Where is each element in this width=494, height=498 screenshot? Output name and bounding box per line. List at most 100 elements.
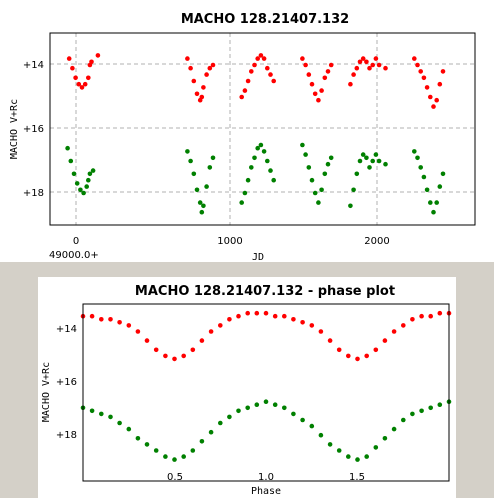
x-tick-label: 0.5 <box>167 472 183 483</box>
data-point <box>309 323 315 328</box>
data-point <box>108 414 113 420</box>
data-point <box>336 448 342 453</box>
data-point <box>163 353 168 359</box>
data-point <box>236 313 241 319</box>
data-point <box>328 155 334 161</box>
data-point <box>210 62 216 68</box>
data-point <box>265 158 270 164</box>
data-point <box>89 313 95 319</box>
data-point <box>194 187 200 193</box>
data-point <box>309 177 315 183</box>
data-point <box>199 94 205 100</box>
data-point <box>428 313 434 319</box>
y-axis-label: MACHO V+Rc <box>9 99 20 159</box>
data-point <box>201 85 206 90</box>
data-point <box>239 94 244 100</box>
data-point <box>382 338 388 343</box>
data-point <box>300 417 305 423</box>
data-point <box>258 53 264 58</box>
data-point <box>135 436 141 441</box>
data-point <box>300 142 305 148</box>
data-point <box>99 317 104 322</box>
data-point <box>303 152 308 157</box>
data-point <box>135 329 141 334</box>
data-point <box>322 75 328 81</box>
data-point <box>354 65 360 71</box>
data-point <box>190 448 196 453</box>
data-point <box>218 323 223 328</box>
data-point <box>199 338 205 343</box>
data-point <box>245 405 250 411</box>
data-point <box>354 171 360 177</box>
data-point <box>357 158 363 164</box>
data-point <box>312 91 318 97</box>
data-point <box>252 62 257 68</box>
data-point <box>309 423 315 429</box>
data-point <box>245 310 250 316</box>
data-point <box>415 62 420 68</box>
data-point <box>194 91 200 97</box>
data-point <box>346 454 351 459</box>
data-point <box>252 155 257 161</box>
data-point <box>424 187 430 193</box>
data-point <box>306 165 312 170</box>
data-point <box>383 65 388 71</box>
data-point <box>207 65 213 71</box>
data-point <box>268 72 273 77</box>
data-point <box>434 97 440 103</box>
data-point <box>415 155 420 161</box>
data-point <box>367 65 372 71</box>
data-point <box>227 317 232 322</box>
data-point <box>242 190 248 196</box>
data-point <box>126 426 132 432</box>
data-point <box>370 158 376 164</box>
data-point <box>153 448 159 453</box>
chart-title: MACHO 128.21407.132 <box>181 12 349 27</box>
data-point <box>424 85 430 90</box>
light-curve-chart: MACHO 128.21407.132 +14 +16 +18 0 1000 2… <box>9 12 476 263</box>
x-offset-label: 49000.0+ <box>49 250 99 261</box>
data-point <box>74 181 80 186</box>
data-point <box>172 356 177 362</box>
data-point <box>81 190 86 196</box>
data-point <box>271 177 277 183</box>
data-point <box>357 59 363 65</box>
data-point <box>68 158 74 164</box>
data-point <box>428 94 433 100</box>
data-point <box>391 329 397 334</box>
x-tick-label: 0 <box>73 236 79 247</box>
data-point <box>272 402 278 407</box>
data-point <box>327 338 333 343</box>
data-point <box>303 62 308 68</box>
data-point <box>410 317 415 322</box>
data-point <box>325 69 331 74</box>
data-point <box>86 177 91 183</box>
data-point <box>204 72 209 77</box>
data-point <box>410 411 415 417</box>
data-point <box>73 75 78 81</box>
y-ticks: +14 +16 +18 <box>23 60 44 199</box>
data-point <box>437 402 443 407</box>
data-point <box>268 168 273 173</box>
data-point <box>336 347 342 353</box>
data-point <box>364 155 369 161</box>
data-point <box>319 88 324 93</box>
data-point <box>261 149 267 154</box>
x-tick-label: 2000 <box>364 236 389 247</box>
y-tick-label: +18 <box>23 188 44 199</box>
data-point <box>373 152 379 157</box>
data-point <box>291 411 296 417</box>
data-point <box>227 414 232 420</box>
data-point <box>373 347 379 353</box>
data-point <box>428 405 434 411</box>
data-point <box>86 75 91 81</box>
data-point <box>367 165 372 170</box>
y-tick-label: +14 <box>56 324 77 335</box>
data-point <box>84 184 89 189</box>
data-point <box>306 72 312 77</box>
data-point <box>355 356 360 362</box>
data-point <box>117 320 122 325</box>
data-point <box>144 442 150 447</box>
data-point <box>300 56 305 61</box>
data-point <box>376 158 382 164</box>
